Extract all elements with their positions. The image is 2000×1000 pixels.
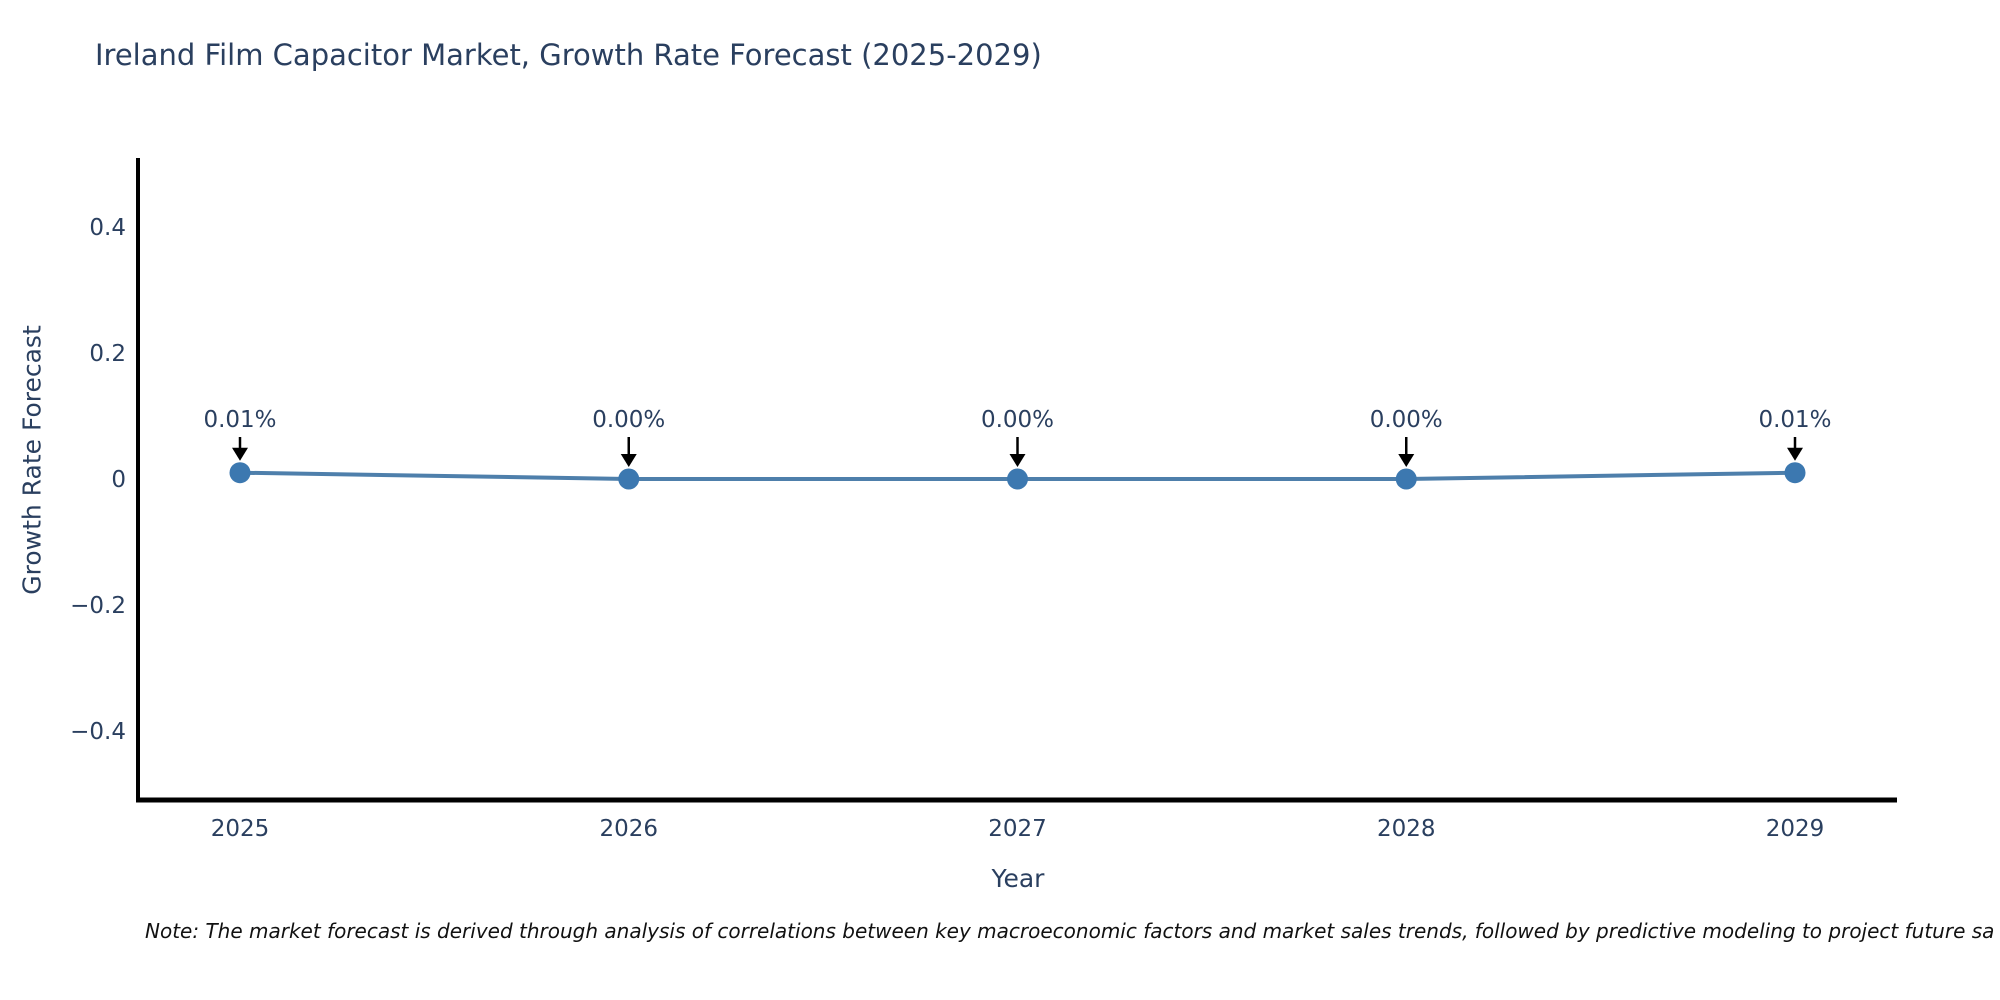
data-point-marker <box>1395 468 1417 490</box>
data-point-marker <box>229 462 251 484</box>
point-annotation: 0.00% <box>1370 407 1443 433</box>
y-tick-label: −0.4 <box>70 719 126 745</box>
point-annotation: 0.00% <box>981 407 1054 433</box>
point-annotation: 0.01% <box>203 407 276 433</box>
y-tick-label: −0.2 <box>70 593 126 619</box>
point-annotation: 0.00% <box>592 407 665 433</box>
annotation-arrow-head <box>232 447 248 461</box>
x-tick-label: 2025 <box>211 816 270 842</box>
annotation-arrow-head <box>1398 454 1415 467</box>
data-point-marker <box>1007 468 1028 490</box>
x-tick-label: 2027 <box>988 816 1047 842</box>
x-tick-label: 2026 <box>599 816 658 842</box>
point-annotation: 0.01% <box>1758 407 1831 433</box>
annotation-arrow-head <box>1787 447 1803 461</box>
chart-title: Ireland Film Capacitor Market, Growth Ra… <box>95 38 1042 72</box>
footnote: Note: The market forecast is derived thr… <box>145 919 1995 943</box>
annotation-arrow-head <box>620 454 637 467</box>
data-point-marker <box>618 468 640 490</box>
annotation-arrow-head <box>1009 454 1026 467</box>
x-tick-label: 2028 <box>1377 816 1436 842</box>
y-tick-label: 0.4 <box>89 215 126 241</box>
x-tick-label: 2029 <box>1766 816 1825 842</box>
data-point-marker <box>1784 462 1806 484</box>
y-tick-label: 0.2 <box>89 341 126 367</box>
y-tick-label: 0 <box>111 467 126 493</box>
x-axis-title: Year <box>991 864 1045 893</box>
